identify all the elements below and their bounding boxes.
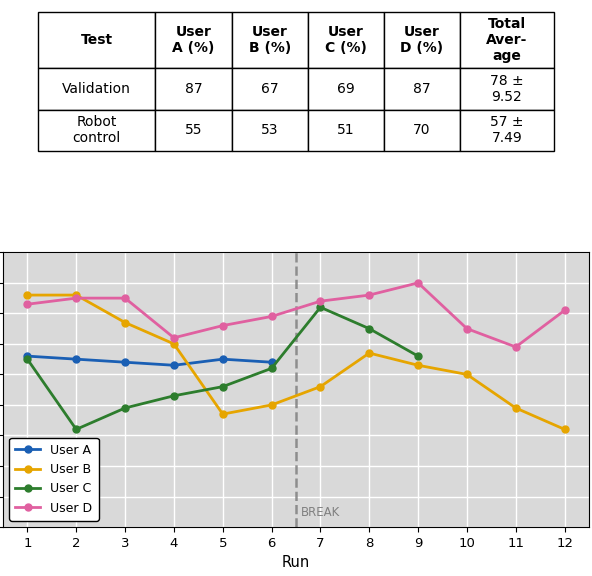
User A [170, 362, 178, 369]
Line: User A: User A [24, 353, 275, 369]
User D [414, 279, 422, 286]
User D [170, 334, 178, 341]
User B [414, 362, 422, 369]
User B [73, 291, 80, 298]
User C [73, 426, 80, 433]
Line: User B: User B [24, 291, 568, 433]
User B [366, 350, 373, 357]
User C [24, 356, 31, 363]
Legend: User A, User B, User C, User D: User A, User B, User C, User D [9, 438, 99, 521]
User B [512, 404, 519, 411]
User D [366, 291, 373, 298]
User C [414, 353, 422, 359]
User B [121, 319, 128, 326]
Line: User D: User D [24, 279, 568, 350]
User A [73, 356, 80, 363]
User C [268, 365, 275, 372]
User C [219, 383, 226, 390]
X-axis label: Run: Run [282, 555, 310, 570]
User D [219, 322, 226, 329]
User B [561, 426, 568, 433]
User B [170, 340, 178, 347]
User B [268, 401, 275, 408]
User D [317, 298, 324, 305]
User C [170, 392, 178, 399]
User D [561, 307, 568, 314]
User C [121, 404, 128, 411]
User C [317, 304, 324, 310]
User B [464, 371, 471, 378]
User D [121, 295, 128, 302]
User D [464, 325, 471, 332]
User D [268, 313, 275, 320]
User B [24, 291, 31, 298]
User D [73, 295, 80, 302]
User A [24, 353, 31, 359]
Line: User C: User C [24, 304, 422, 433]
User D [24, 301, 31, 308]
User D [512, 343, 519, 350]
User B [317, 383, 324, 390]
User C [366, 325, 373, 332]
User A [121, 359, 128, 366]
User A [268, 359, 275, 366]
User A [219, 356, 226, 363]
User B [219, 411, 226, 418]
Text: BREAK: BREAK [301, 506, 340, 520]
